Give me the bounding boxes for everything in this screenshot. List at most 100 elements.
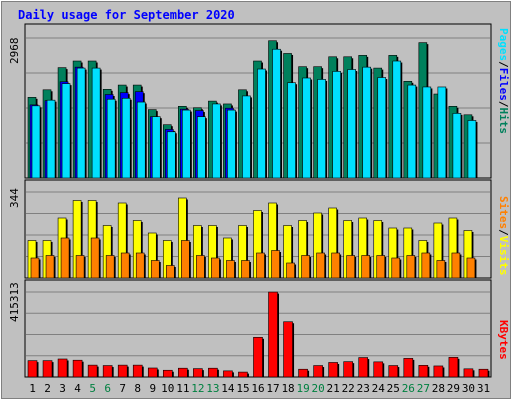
legend-middle: Sites/Visits [497, 196, 510, 276]
kbytes-bar-26 [403, 358, 414, 378]
pages-bar-22 [347, 69, 356, 179]
sites-bar-8 [135, 252, 145, 279]
sites-bar-11 [181, 240, 190, 279]
kbytes-bar-5 [87, 364, 98, 378]
day-label-31: 31 [477, 382, 490, 395]
day-label-5: 5 [89, 382, 96, 395]
day-label-23: 23 [357, 382, 370, 395]
kbytes-bar-10 [162, 369, 173, 378]
sites-bar-5 [90, 237, 100, 279]
pages-bar-14 [227, 109, 236, 179]
pages-bar-24 [377, 77, 387, 179]
pages-bar-7 [121, 97, 131, 179]
pages-bar-15 [242, 95, 251, 179]
kbytes-bar-8 [132, 364, 143, 378]
chart-title: Daily usage for September 2020 [18, 8, 235, 22]
kbytes-bar-31 [478, 368, 489, 378]
kbytes-bar-6 [102, 365, 113, 378]
pages-bar-18 [287, 82, 296, 179]
pages-bar-9 [151, 116, 161, 179]
sites-bar-2 [45, 255, 55, 279]
sites-bar-23 [361, 255, 371, 279]
day-label-8: 8 [134, 382, 141, 395]
sites-bar-6 [105, 255, 115, 279]
pages-bar-21 [332, 71, 341, 179]
pages-bar-23 [362, 66, 372, 179]
day-label-18: 18 [281, 382, 294, 395]
kbytes-bar-3 [57, 358, 68, 378]
pages-bar-25 [392, 60, 402, 179]
pages-bar-17 [272, 48, 281, 179]
pages-bar-1 [31, 105, 41, 179]
kbytes-bar-19 [298, 368, 308, 378]
sites-bar-13 [211, 257, 220, 279]
pages-bar-16 [257, 68, 266, 179]
legend-sep-1: / [497, 61, 510, 68]
day-label-19: 19 [296, 382, 309, 395]
kbytes-bar-1 [27, 360, 38, 378]
day-label-1: 1 [29, 382, 36, 395]
sites-bar-26 [406, 255, 416, 279]
kbytes-bar-2 [42, 360, 53, 378]
sites-bar-30 [466, 257, 476, 279]
day-label-15: 15 [236, 382, 249, 395]
legend-kbytes: KBytes [497, 320, 510, 360]
sites-bar-14 [226, 260, 235, 279]
day-label-9: 9 [149, 382, 156, 395]
day-label-28: 28 [432, 382, 445, 395]
pages-bar-13 [212, 103, 221, 179]
legend-files: Files [497, 67, 510, 101]
sites-bar-9 [150, 260, 160, 279]
legend-hits: Hits [497, 107, 510, 135]
bottom-ymax-label: 415313 [8, 282, 21, 322]
day-label-6: 6 [104, 382, 111, 395]
pages-bar-5 [91, 67, 101, 179]
pages-bar-4 [76, 67, 86, 179]
kbytes-bar-30 [463, 368, 474, 378]
sites-bar-1 [30, 257, 40, 279]
sites-bar-15 [241, 260, 250, 279]
legend-bottom: KBytes [497, 320, 510, 360]
day-label-25: 25 [387, 382, 400, 395]
legend-visits: Visits [497, 235, 510, 276]
kbytes-bar-27 [418, 365, 429, 378]
pages-bar-30 [467, 120, 477, 179]
pages-bar-27 [422, 86, 432, 179]
pages-bar-28 [437, 86, 447, 179]
middle-ymax-label: 344 [8, 188, 21, 208]
day-label-2: 2 [44, 382, 51, 395]
legend-pages: Pages [497, 28, 510, 62]
kbytes-bar-4 [72, 359, 83, 378]
day-label-10: 10 [161, 382, 174, 395]
day-label-4: 4 [74, 382, 81, 395]
kbytes-bar-11 [178, 367, 188, 378]
kbytes-bar-14 [223, 370, 233, 378]
kbytes-bar-23 [358, 357, 369, 378]
sites-bar-27 [421, 252, 431, 279]
sites-bar-19 [301, 255, 310, 279]
kbytes-bar-25 [388, 365, 399, 378]
legend-sep-3: / [497, 229, 510, 236]
sites-bar-20 [316, 252, 325, 279]
day-label-14: 14 [221, 382, 235, 395]
pages-bar-19 [302, 77, 311, 179]
kbytes-bar-18 [283, 321, 293, 378]
pages-bar-8 [136, 101, 146, 179]
kbytes-bar-7 [117, 364, 128, 378]
pages-bar-29 [452, 113, 462, 179]
kbytes-bar-28 [433, 365, 444, 378]
day-label-11: 11 [176, 382, 189, 395]
day-label-17: 17 [266, 382, 279, 395]
day-label-20: 20 [312, 382, 325, 395]
sites-bar-10 [165, 265, 175, 279]
sites-bar-21 [331, 252, 340, 279]
legend-sep-2: / [497, 100, 510, 108]
kbytes-bar-29 [448, 357, 459, 378]
sites-bar-3 [60, 237, 70, 279]
sites-bar-16 [256, 252, 265, 279]
pages-bar-20 [317, 79, 326, 179]
pages-bar-2 [46, 99, 56, 179]
day-label-21: 21 [327, 382, 340, 395]
